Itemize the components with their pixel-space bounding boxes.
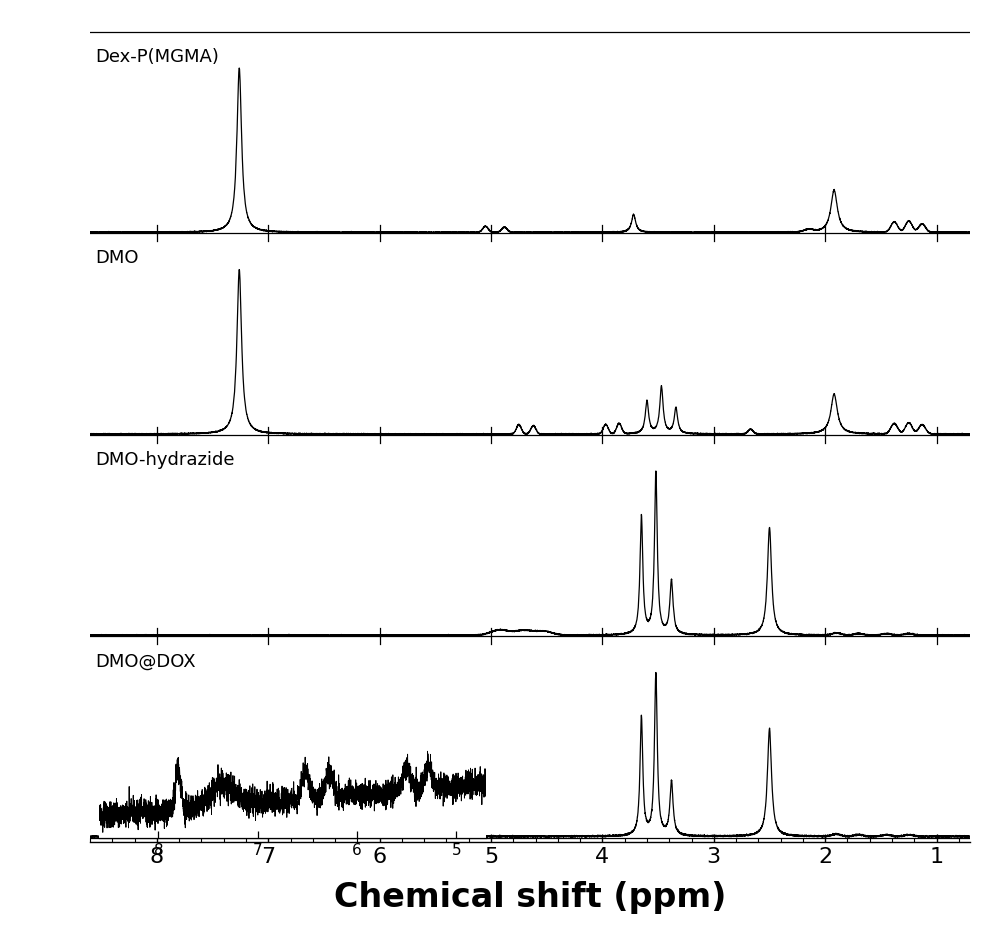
X-axis label: Chemical shift (ppm): Chemical shift (ppm) [334, 881, 726, 914]
Text: DMO@DOX: DMO@DOX [96, 652, 196, 671]
Text: DMO: DMO [96, 250, 139, 267]
Text: Dex-P(MGMA): Dex-P(MGMA) [96, 48, 219, 66]
Text: DMO-hydrazide: DMO-hydrazide [96, 450, 235, 469]
